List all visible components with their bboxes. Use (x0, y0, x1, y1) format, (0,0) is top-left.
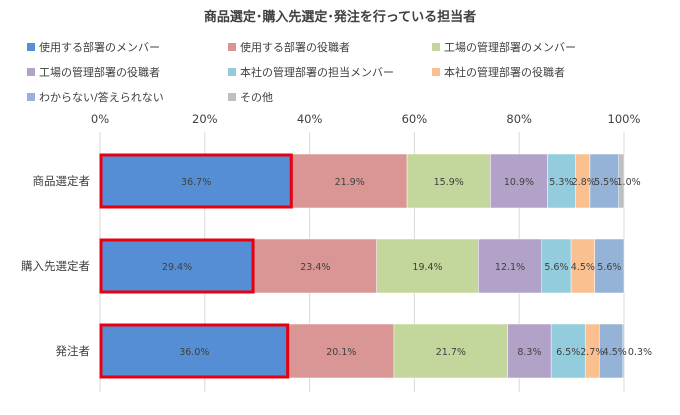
data-label: 21.9% (335, 177, 365, 188)
bar-segment (478, 238, 542, 294)
data-label: 5.3% (549, 177, 573, 188)
category-label: 購入先選定者 (21, 259, 90, 273)
data-label: 36.0% (179, 347, 209, 358)
bar-segment (622, 323, 625, 379)
data-label: 21.7% (436, 347, 466, 358)
data-label: 19.4% (412, 262, 442, 273)
legend-swatch (27, 68, 35, 76)
legend-label: 使用する部署のメンバー (39, 40, 160, 54)
legend-label: その他 (240, 91, 273, 104)
bar-segment (541, 238, 572, 294)
bar-segment (547, 153, 576, 209)
bar-segment (376, 238, 479, 294)
x-tick-label: 60% (402, 112, 428, 126)
legend-swatch (27, 43, 35, 51)
data-label: 12.1% (495, 262, 525, 273)
legend-swatch (228, 43, 236, 51)
data-label: 2.8% (572, 177, 596, 188)
bar-segment (406, 153, 491, 209)
x-tick-label: 40% (297, 112, 323, 126)
data-label: 36.7% (181, 177, 211, 188)
legend-label: 本社の管理部署の担当メンバー (240, 65, 394, 79)
data-label: 23.4% (300, 262, 330, 273)
legend-label: 本社の管理部署の役職者 (444, 65, 565, 79)
highlight-outline (99, 238, 255, 294)
x-tick-label: 100% (608, 112, 641, 126)
legend-swatch (228, 68, 236, 76)
bar-segment (589, 153, 620, 209)
bar-segment (288, 323, 395, 379)
bar-segment (550, 323, 586, 379)
legend: 使用する部署のメンバー 使用する部署の役職者 工場の管理部署のメンバー工場の管理部署… (27, 40, 576, 104)
category-label: 発注者 (56, 344, 91, 358)
legend-swatch (432, 68, 440, 76)
legend-label: 工場の管理部署の役職者 (39, 65, 160, 79)
category-label: 商品選定者 (33, 174, 91, 188)
legend-label: 工場の管理部署のメンバー (444, 40, 576, 54)
bar-segment (594, 238, 625, 294)
highlight-outline (99, 153, 293, 209)
bars: 36.7% 21.9% 15.9% 10.9% 5.3%2.8%5.5%1.0% 29.4… (99, 153, 652, 379)
data-label: 20.1% (326, 347, 356, 358)
x-tick-label: 20% (192, 112, 218, 126)
bar-segment (507, 323, 552, 379)
bar-segment (393, 323, 508, 379)
data-label: 4.5% (603, 347, 627, 358)
data-label: 10.9% (504, 177, 534, 188)
data-label: 29.4% (162, 262, 192, 273)
data-label: 15.9% (434, 177, 464, 188)
legend-label: わからない/答えられない (39, 90, 164, 104)
bar-segment (253, 238, 377, 294)
bar-segment (490, 153, 548, 209)
bar-segment (99, 323, 289, 379)
data-label: 2.7% (580, 347, 604, 358)
bar-segment (99, 153, 293, 209)
data-label: 0.3% (628, 347, 652, 358)
highlight-outline (99, 323, 290, 379)
data-label: 8.3% (517, 347, 541, 358)
x-axis-ticks: 0% 20% 40% 60% 80% 100% (91, 112, 641, 126)
x-tick-label: 0% (91, 112, 109, 126)
legend-swatch (432, 43, 440, 51)
data-label: 5.6% (544, 262, 568, 273)
x-tick-label: 80% (506, 112, 532, 126)
legend-label: 使用する部署の役職者 (240, 40, 350, 54)
data-label: 1.0% (617, 177, 641, 188)
data-label: 5.5% (594, 177, 618, 188)
chart-title: 商品選定･購入先選定･発注を行っている担当者 (204, 9, 476, 25)
bar-segment (618, 153, 625, 209)
legend-swatch (27, 93, 35, 101)
data-label: 5.6% (597, 262, 621, 273)
legend-swatch (228, 93, 236, 101)
data-label: 6.5% (556, 347, 580, 358)
bar-segment (99, 238, 255, 294)
data-label: 4.5% (571, 262, 595, 273)
